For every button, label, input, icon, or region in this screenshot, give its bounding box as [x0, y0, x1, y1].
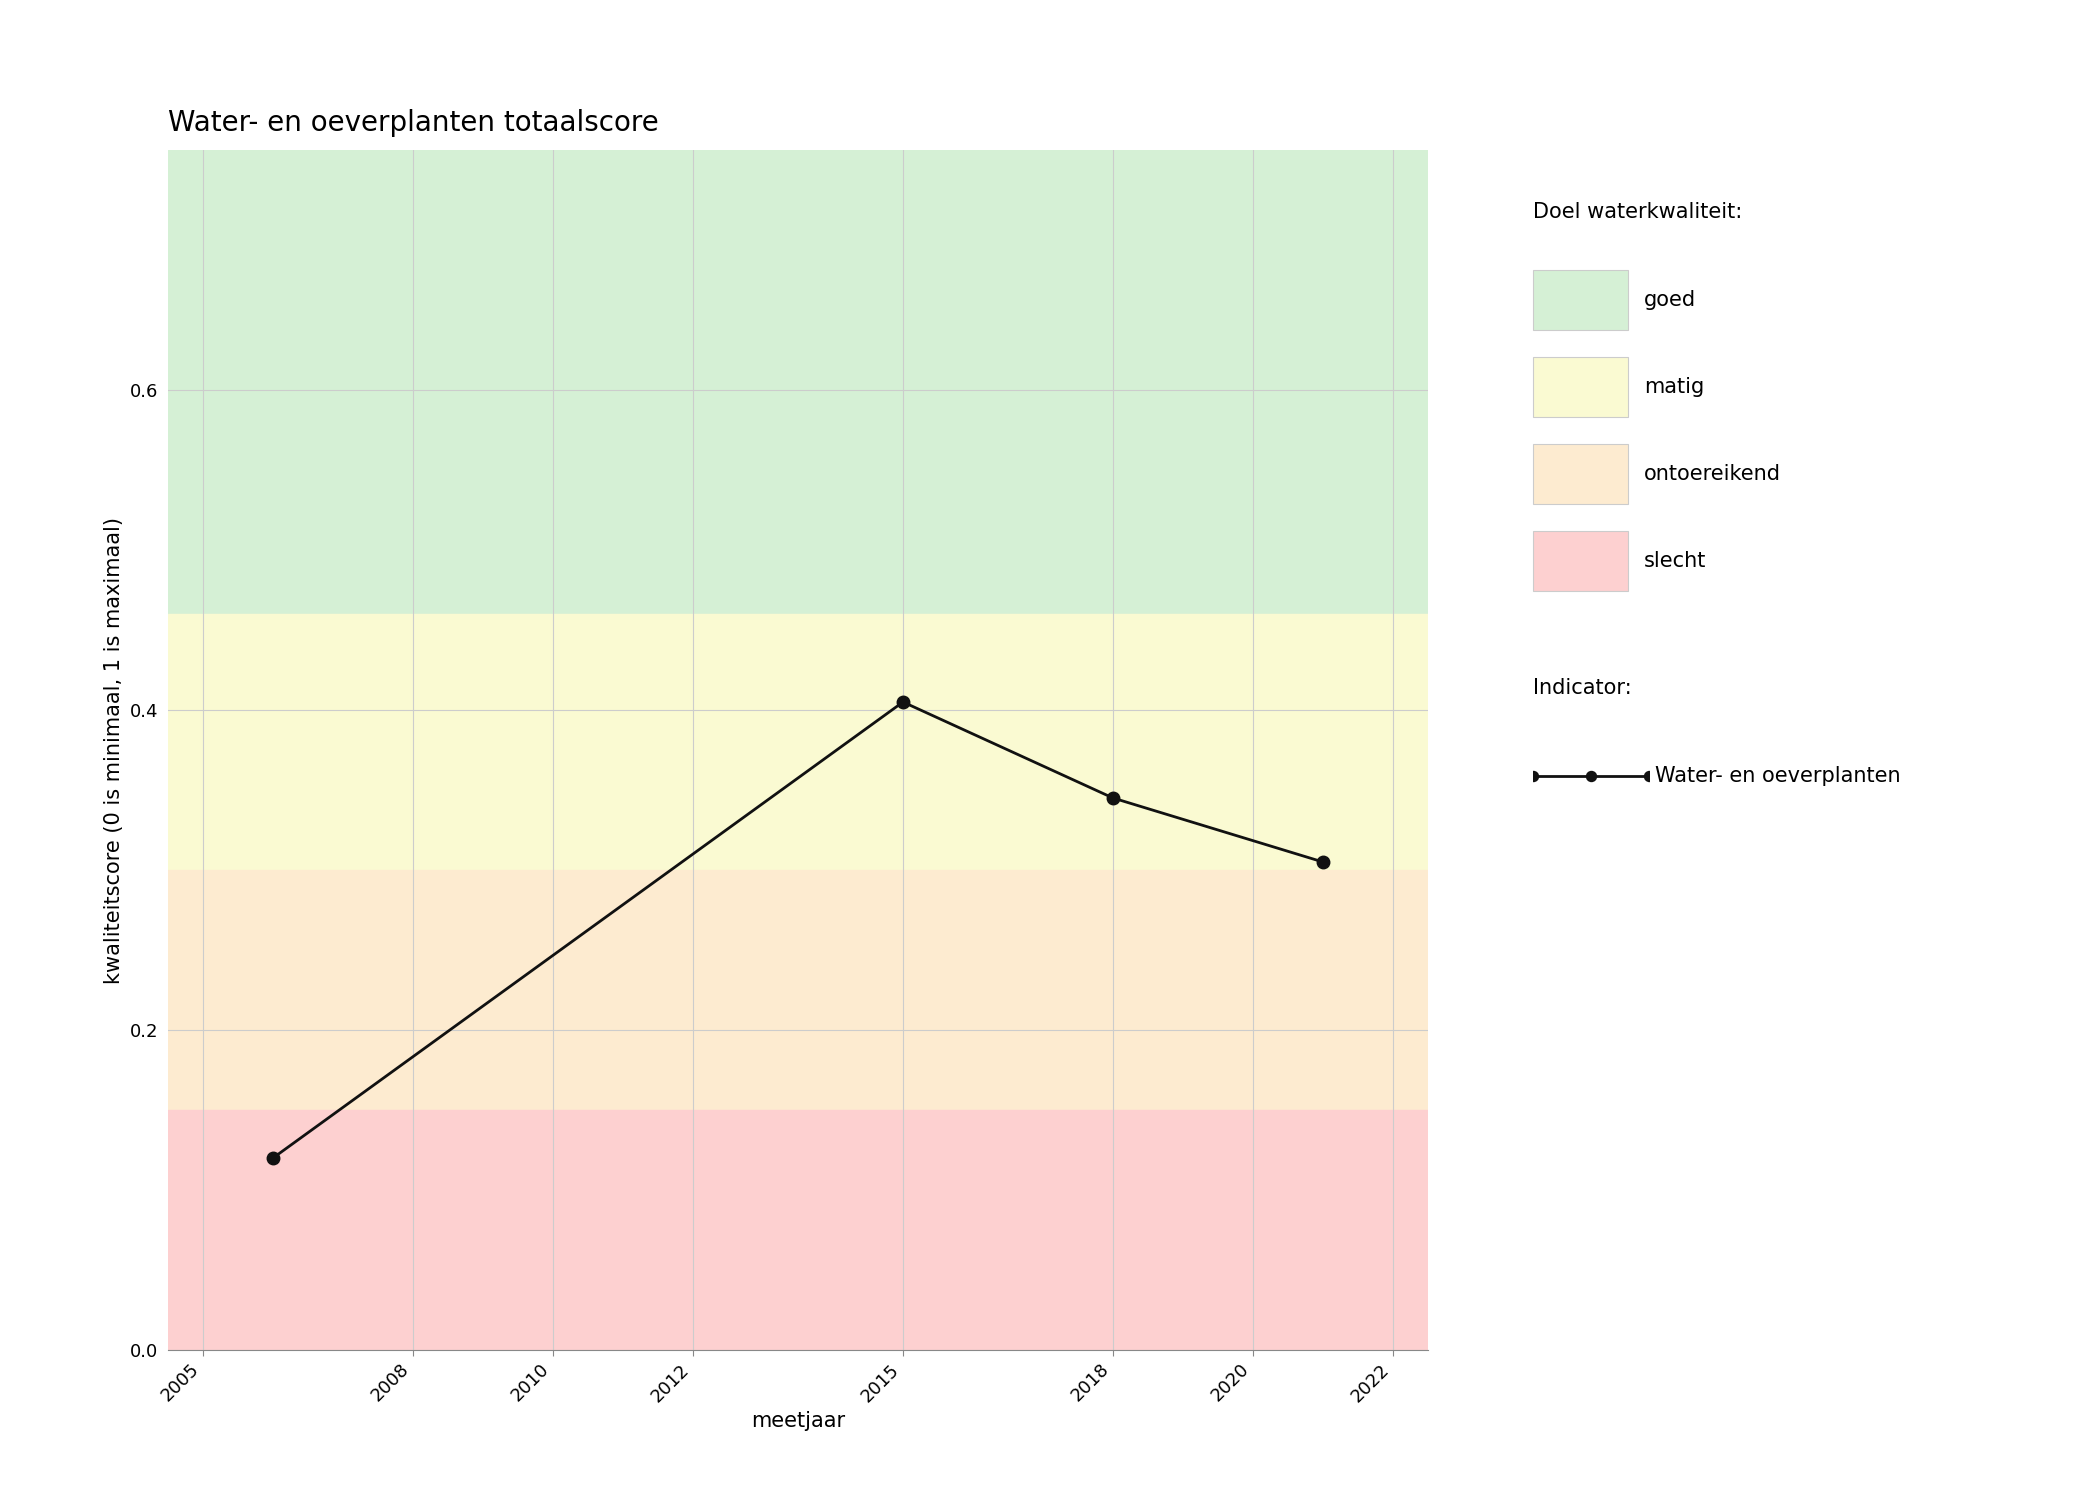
Text: Indicator:: Indicator:: [1533, 678, 1632, 698]
Bar: [168, 1110, 1428, 1350]
Text: goed: goed: [1644, 290, 1697, 310]
Bar: [168, 614, 1428, 870]
Text: Water- en oeverplanten: Water- en oeverplanten: [1655, 765, 1901, 786]
Text: Doel waterkwaliteit:: Doel waterkwaliteit:: [1533, 202, 1743, 222]
Y-axis label: kwaliteitscore (0 is minimaal, 1 is maximaal): kwaliteitscore (0 is minimaal, 1 is maxi…: [105, 516, 124, 984]
Text: Water- en oeverplanten totaalscore: Water- en oeverplanten totaalscore: [168, 108, 659, 136]
Bar: [168, 150, 1428, 613]
Bar: [168, 870, 1428, 1110]
Text: ontoereikend: ontoereikend: [1644, 464, 1781, 484]
X-axis label: meetjaar: meetjaar: [752, 1412, 844, 1431]
Text: matig: matig: [1644, 376, 1705, 398]
Text: slecht: slecht: [1644, 550, 1707, 572]
